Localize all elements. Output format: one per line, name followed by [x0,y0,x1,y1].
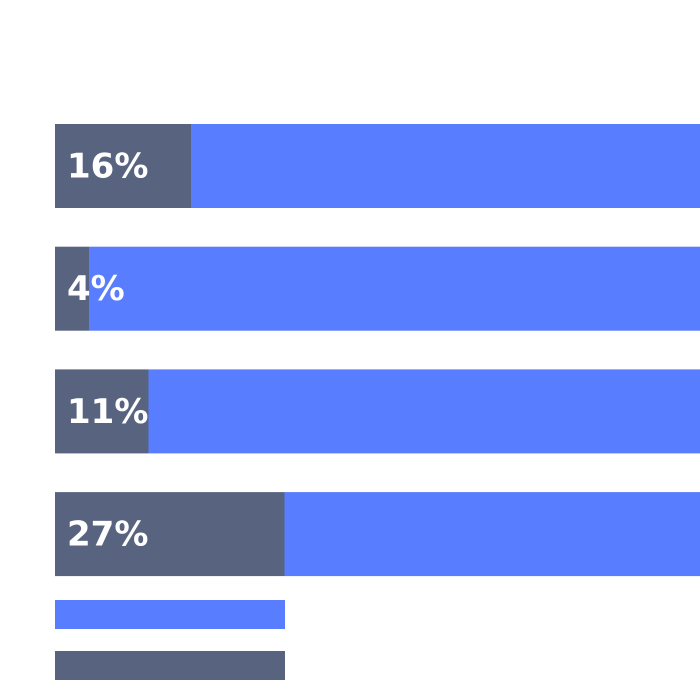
bar-segment [55,369,149,454]
legend-swatch [55,600,285,629]
bar-segment [191,124,700,208]
value-label: 4% [67,269,125,309]
bar-segment [55,246,89,331]
bar-segment [89,246,700,331]
value-label: 27% [67,515,148,555]
value-label: 11% [67,392,148,432]
bar-segment [148,369,700,454]
bar-segment [55,492,285,577]
bar-segment [55,124,191,208]
value-label: 16% [67,147,148,187]
bar-segment [284,492,700,577]
legend-swatch [55,651,285,680]
